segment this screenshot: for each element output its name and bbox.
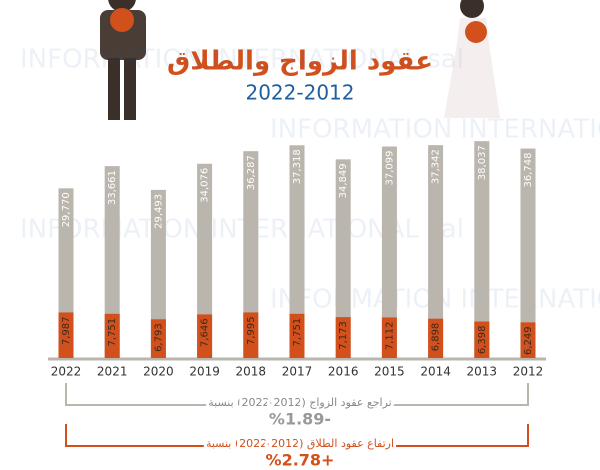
x-tick-label: 2022 <box>51 365 82 379</box>
bar <box>58 312 74 358</box>
value-label: 36,287 <box>246 155 257 190</box>
x-tick-label: 2018 <box>236 365 267 379</box>
bar <box>381 146 397 358</box>
annotation-text: تراجع عقود الزواج (2012-2022) بنسبة <box>208 396 391 409</box>
x-tick-label: 2017 <box>282 365 313 379</box>
value-label: 6,398 <box>477 326 488 355</box>
value-label: 7,995 <box>246 316 257 345</box>
value-label: 29,770 <box>61 192 72 227</box>
chart-subtitle: 2022-2012 <box>245 81 354 105</box>
x-tick-label: 2012 <box>513 365 544 379</box>
bar <box>243 151 259 358</box>
value-label: 7,173 <box>338 321 349 350</box>
annotation-text: ارتفاع عقود الطلاق (2012-2022) بنسبة <box>206 437 394 450</box>
annotation-value: %1.89- <box>269 410 331 429</box>
annotation-value: %2.78+ <box>266 451 335 470</box>
bar <box>243 312 259 358</box>
x-tick-label: 2013 <box>467 365 498 379</box>
bar <box>289 145 305 358</box>
bar <box>335 159 351 358</box>
man-illustration <box>100 0 146 120</box>
bar <box>150 319 166 358</box>
value-label: 7,987 <box>61 316 72 345</box>
value-label: 33,661 <box>107 170 118 205</box>
x-tick-label: 2019 <box>189 365 220 379</box>
value-label: 37,099 <box>384 151 395 186</box>
x-tick-label: 2021 <box>97 365 128 379</box>
value-label: 37,342 <box>431 149 442 184</box>
bar <box>289 313 305 358</box>
value-label: 36,748 <box>523 153 534 188</box>
value-label: 7,751 <box>292 318 303 347</box>
bracket <box>65 383 529 406</box>
bar <box>520 322 536 358</box>
value-label: 34,849 <box>338 163 349 198</box>
bracket <box>65 424 529 447</box>
bar <box>428 145 444 358</box>
bar <box>104 166 120 358</box>
woman-illustration <box>444 0 500 118</box>
value-label: 7,646 <box>200 318 211 347</box>
bar <box>474 141 490 358</box>
x-tick-label: 2020 <box>143 365 174 379</box>
bar <box>150 189 166 358</box>
watermark: INFORMATION INTERNATIONAL sal <box>270 115 600 145</box>
x-tick-label: 2016 <box>328 365 359 379</box>
bar <box>520 148 536 358</box>
value-label: 6,793 <box>153 323 164 352</box>
bar <box>335 317 351 358</box>
chart-title: عقود الزواج والطلاق <box>167 47 433 77</box>
value-label: 37,318 <box>292 149 303 184</box>
value-label: 7,112 <box>384 321 395 350</box>
x-tick-label: 2014 <box>420 365 451 379</box>
watermark: INFORMATION INTERNATIONAL sal <box>20 45 464 75</box>
value-label: 34,076 <box>200 168 211 203</box>
bar <box>474 321 490 358</box>
value-label: 6,898 <box>431 323 442 352</box>
bar <box>428 318 444 358</box>
value-label: 38,037 <box>477 145 488 180</box>
bar <box>197 314 213 358</box>
watermark: INFORMATION INTERNATIONAL sal <box>20 215 464 245</box>
bar <box>381 317 397 358</box>
value-label: 7,751 <box>107 318 118 347</box>
value-label: 6,249 <box>523 326 534 355</box>
bar <box>104 313 120 358</box>
x-tick-label: 2015 <box>374 365 405 379</box>
bar <box>197 163 213 358</box>
value-label: 29,493 <box>153 194 164 229</box>
